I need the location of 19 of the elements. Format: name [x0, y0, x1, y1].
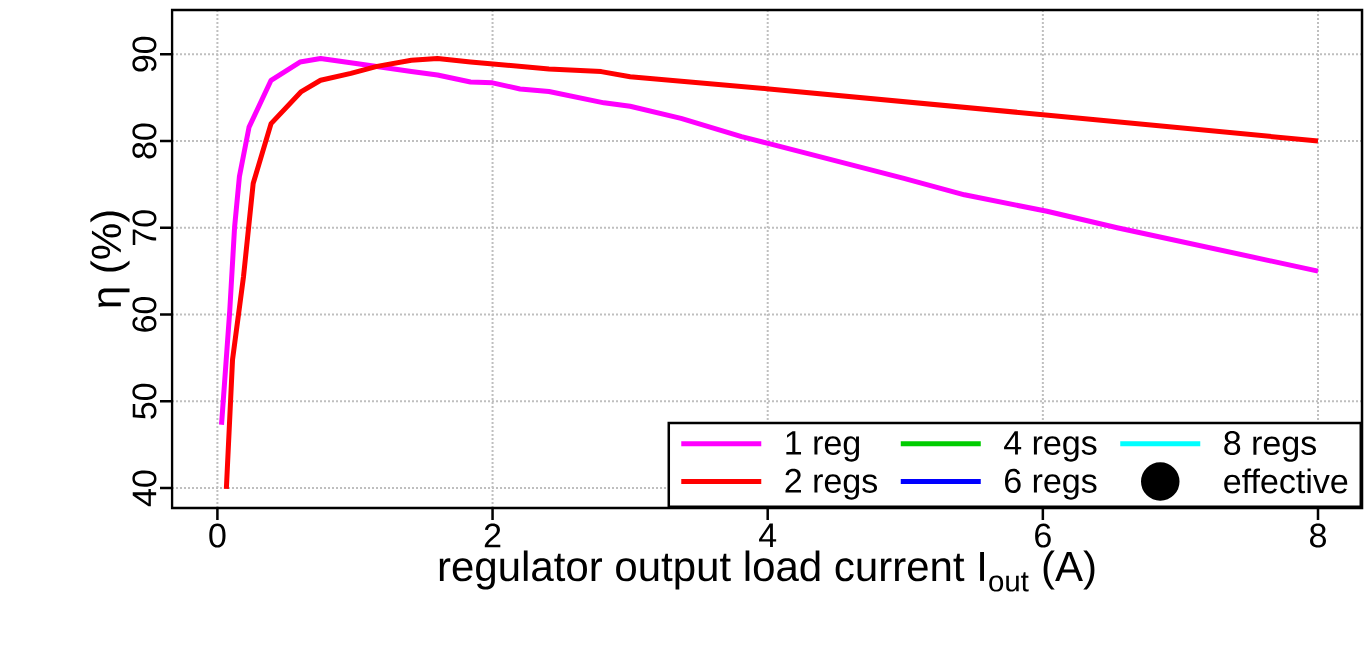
- y-tick-label: 60: [132, 296, 157, 332]
- legend-label: 8 regs: [1224, 431, 1316, 462]
- x-tick-label: 2: [484, 523, 501, 548]
- y-tick-label: 70: [132, 210, 157, 245]
- y-axis-title: η (%): [90, 211, 130, 307]
- y-tick-label: 90: [132, 36, 157, 72]
- legend-label: effective: [1224, 468, 1348, 494]
- legend-label: 2 regs: [785, 468, 877, 500]
- x-axis-title: regulator output load current I$_{out}$ (A): [439, 550, 1095, 592]
- x-tick-label: 8: [1310, 523, 1326, 548]
- y-tick-label: 80: [132, 123, 157, 159]
- x-tick-label: 4: [759, 523, 777, 547]
- legend-label: 6 regs: [1004, 468, 1097, 500]
- y-tick-label: 50: [132, 383, 157, 419]
- x-tick-label: 0: [209, 523, 226, 548]
- x-tick-label: 6: [1035, 523, 1051, 548]
- legend-label: 1 reg: [786, 431, 860, 462]
- y-tick-label: 40: [132, 470, 157, 507]
- legend-label: 4 regs: [1004, 431, 1097, 462]
